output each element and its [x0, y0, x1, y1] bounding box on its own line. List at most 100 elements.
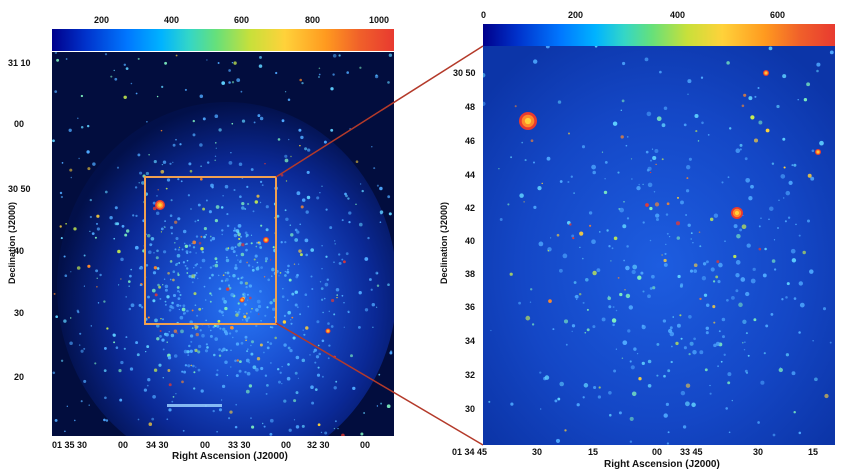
star-source	[745, 332, 748, 335]
star-source	[125, 296, 128, 298]
star-source	[680, 390, 686, 396]
star-source	[258, 64, 263, 68]
star-source	[120, 360, 124, 365]
star-source	[171, 301, 174, 304]
star-source	[524, 159, 527, 162]
star-source	[345, 194, 348, 198]
star-source	[318, 76, 320, 78]
star-source	[106, 327, 109, 330]
star-source	[281, 382, 283, 385]
star-source	[604, 161, 608, 164]
star-source	[713, 213, 719, 218]
star-source	[591, 164, 596, 170]
star-source	[558, 268, 563, 273]
star-source	[184, 244, 189, 249]
star-source	[223, 300, 227, 304]
star-source	[235, 310, 237, 313]
star-source	[324, 282, 329, 287]
star-source	[293, 419, 296, 421]
star-source	[245, 339, 247, 342]
star-source	[301, 424, 305, 428]
star-source	[245, 285, 248, 289]
star-source	[360, 432, 364, 436]
star-source	[56, 58, 60, 62]
star-source	[261, 422, 264, 425]
star-source	[238, 369, 242, 373]
star-source	[288, 138, 290, 141]
star-source	[235, 329, 238, 333]
star-source	[348, 220, 351, 224]
star-source	[665, 243, 667, 246]
star-source	[70, 271, 72, 273]
star-source	[154, 293, 158, 297]
star-source	[182, 429, 185, 432]
star-source	[345, 252, 349, 256]
right-y-axis-label: Declination (J2000)	[439, 201, 449, 285]
star-source	[257, 114, 261, 118]
star-source	[196, 314, 199, 317]
left-colorbar-tick: 200	[94, 15, 110, 25]
star-source	[798, 281, 803, 286]
star-source	[195, 272, 198, 274]
star-source	[750, 278, 756, 284]
star-source	[146, 233, 151, 238]
star-source	[206, 346, 209, 349]
star-source	[661, 123, 666, 128]
star-source	[63, 319, 67, 323]
star-source	[343, 326, 345, 328]
star-source	[206, 161, 210, 164]
star-source	[161, 338, 165, 342]
star-source	[685, 401, 690, 407]
star-source	[798, 331, 801, 334]
star-source	[279, 272, 282, 274]
star-source	[299, 223, 302, 226]
star-source	[241, 276, 244, 279]
star-source	[601, 151, 604, 153]
star-source	[147, 378, 151, 382]
star-source	[610, 260, 612, 262]
star-source	[338, 54, 341, 57]
star-source	[591, 239, 596, 245]
star-source	[612, 121, 618, 126]
star-source	[247, 264, 251, 267]
star-source	[699, 297, 702, 301]
star-source	[252, 365, 257, 370]
star-source	[199, 143, 203, 147]
star-source	[195, 332, 199, 337]
star-source	[582, 396, 585, 399]
star-source	[271, 326, 274, 329]
star-source	[99, 273, 102, 277]
star-source	[721, 317, 726, 322]
star-source	[188, 244, 191, 247]
star-source	[237, 302, 240, 305]
star-source	[241, 201, 245, 206]
star-source	[367, 236, 370, 240]
star-source	[245, 233, 249, 237]
right-x-tick: 15	[808, 447, 819, 457]
left-x-tick: 33 30	[228, 440, 251, 450]
star-source	[218, 354, 222, 357]
star-source	[642, 183, 644, 186]
star-source	[232, 273, 236, 278]
star-source	[765, 324, 769, 328]
star-source	[626, 217, 630, 220]
star-source	[241, 319, 244, 321]
star-source	[680, 283, 684, 287]
star-source	[778, 367, 783, 373]
star-source	[318, 352, 321, 356]
star-source	[735, 289, 739, 293]
star-source	[187, 194, 191, 197]
star-source	[671, 345, 673, 348]
star-source	[788, 180, 793, 186]
star-source	[182, 229, 187, 234]
star-source	[66, 405, 68, 407]
star-source	[692, 349, 697, 355]
star-source	[286, 376, 291, 381]
star-source	[710, 267, 715, 272]
star-source	[739, 143, 743, 147]
star-source	[145, 171, 150, 176]
star-source	[298, 249, 302, 253]
star-source	[202, 207, 206, 211]
star-source	[589, 224, 592, 227]
star-source	[722, 335, 725, 339]
